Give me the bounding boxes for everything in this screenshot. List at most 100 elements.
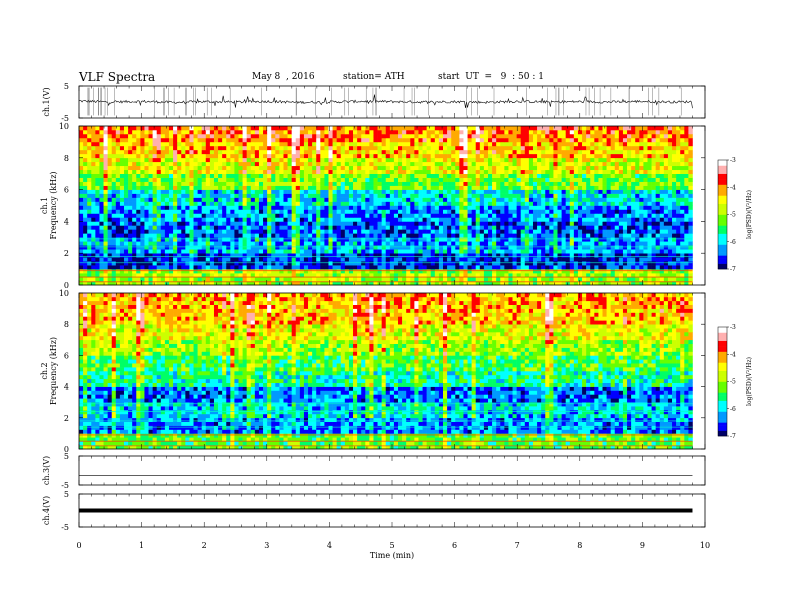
spectrogram-cell [500, 181, 505, 186]
spectrogram-cell [516, 205, 522, 210]
spectrogram-cell [516, 201, 522, 206]
spectrogram-cell [238, 161, 243, 167]
spectrogram-cell [357, 165, 362, 171]
spectrogram-cell [389, 249, 395, 254]
spectrogram-cell [610, 169, 616, 174]
spectrogram-cell [291, 277, 297, 282]
spectrogram-cell [398, 261, 403, 266]
spectrogram-cell [173, 261, 178, 266]
spectrogram-cell [132, 201, 137, 206]
spectrogram-cell [471, 245, 477, 250]
spectrogram-cell [516, 165, 522, 171]
spectrogram-cell [287, 181, 292, 186]
spectrogram-cell [455, 173, 460, 178]
spectrogram-cell [103, 273, 108, 278]
spectrogram-cell [226, 165, 231, 171]
spectrogram-cell [132, 213, 137, 218]
spectrogram-cell [205, 185, 211, 190]
spectrogram-cell [246, 161, 252, 167]
spectrogram-cell [647, 269, 652, 274]
spectrogram-cell [218, 161, 223, 167]
spectrogram-cell [385, 277, 391, 282]
spectrogram-cell [201, 225, 207, 230]
spectrogram-cell [684, 193, 689, 198]
spectrogram-cell [590, 217, 595, 222]
spectrogram-cell [582, 201, 587, 206]
spectrogram-cell [283, 189, 288, 194]
spectrogram-cell [483, 161, 489, 167]
spectrogram-cell [434, 209, 440, 214]
spectrogram-cell [553, 257, 558, 262]
spectrogram-cell [303, 157, 309, 163]
spectrogram-cell [659, 181, 665, 186]
spectrogram-cell [258, 237, 264, 242]
spectrogram-cell [577, 173, 583, 178]
spectrogram-cell [320, 229, 325, 234]
spectrogram-cell [500, 169, 505, 174]
spectrogram-cell [381, 273, 387, 278]
spectrogram-cell [582, 269, 587, 274]
spectrogram-cell [455, 229, 460, 234]
spectrogram-cell [348, 169, 354, 174]
spectrogram-cell [451, 273, 456, 278]
spectrogram-cell [348, 185, 354, 190]
spectrogram-cell [471, 233, 477, 238]
spectrogram-cell [393, 213, 399, 218]
spectrogram-cell [152, 257, 158, 262]
spectrogram-cell [590, 185, 595, 190]
spectrogram-cell [365, 173, 370, 178]
spectrogram-cell [667, 221, 673, 226]
spectrogram-cell [250, 213, 256, 218]
spectrogram-cell [295, 185, 301, 190]
spectrogram-cell [475, 205, 481, 210]
spectrogram-cell [500, 233, 505, 238]
spectrogram-cell [197, 181, 202, 186]
spectrogram-cell [348, 237, 354, 242]
spectrogram-cell [459, 237, 464, 242]
spectrogram-cell [373, 237, 378, 242]
spectrogram-cell [291, 197, 297, 202]
spectrogram-cell [528, 197, 534, 202]
spectrogram-cell [275, 265, 280, 270]
spectrogram-cell [254, 233, 260, 238]
spectrogram-cell [250, 193, 256, 198]
spectrogram-cell [389, 169, 395, 174]
spectrogram-cell [308, 253, 313, 258]
spectrogram-cell [332, 269, 337, 274]
spectrogram-cell [123, 281, 129, 286]
spectrogram-cell [218, 169, 223, 174]
spectrogram-cell [242, 193, 247, 198]
spectrogram-cell [451, 217, 456, 222]
spectrogram-cell [434, 269, 440, 274]
spectrogram-cell [561, 213, 566, 218]
spectrogram-cell [361, 225, 366, 230]
spectrogram-cell [492, 193, 497, 198]
spectrogram-cell [336, 205, 342, 210]
spectrogram-cell [316, 233, 321, 238]
spectrogram-cell [185, 265, 190, 270]
spectrogram-cell [635, 197, 640, 202]
spectrogram-cell [177, 213, 182, 218]
spectrogram-cell [655, 233, 661, 238]
spectrogram-cell [336, 233, 342, 238]
spectrogram-cell [655, 169, 661, 174]
spectrogram-cell [553, 213, 558, 218]
spectrogram-cell [532, 193, 538, 198]
spectrogram-cell [189, 261, 194, 266]
spectrogram-cell [193, 281, 198, 286]
spectrogram-cell [524, 237, 530, 242]
spectrogram-cell [123, 213, 129, 218]
spectrogram-cell [582, 217, 587, 222]
spectrogram-cell [516, 241, 522, 246]
spectrogram-cell [275, 189, 280, 194]
spectrogram-cell [598, 189, 603, 194]
spectrogram-cell [230, 261, 235, 266]
spectrogram-cell [471, 189, 477, 194]
spectrogram-cell [209, 269, 215, 274]
spectrogram-cell [639, 193, 644, 198]
spectrogram-cell [209, 229, 215, 234]
spectrogram-cell [680, 233, 685, 238]
spectrogram-cell [189, 173, 194, 178]
spectrogram-cell [483, 157, 489, 163]
spectrogram-cell [451, 221, 456, 226]
